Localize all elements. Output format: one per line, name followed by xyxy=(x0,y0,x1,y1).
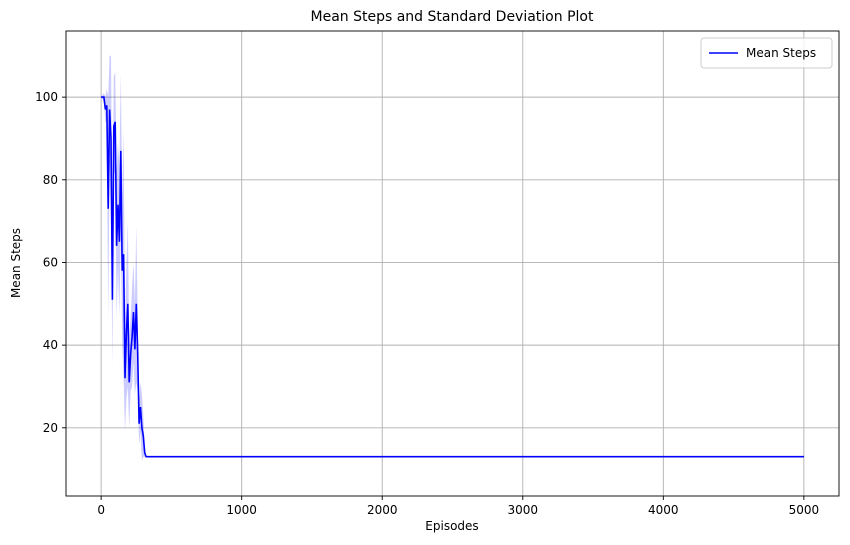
grid xyxy=(66,31,839,496)
y-axis-label: Mean Steps xyxy=(9,228,23,298)
chart-title: Mean Steps and Standard Deviation Plot xyxy=(311,9,594,25)
x-tick-label: 1000 xyxy=(226,503,257,517)
x-tick-label: 0 xyxy=(97,503,105,517)
y-tick-label: 40 xyxy=(43,338,58,352)
x-axis-label: Episodes xyxy=(425,519,478,533)
x-tick-label: 5000 xyxy=(789,503,820,517)
y-tick-label: 100 xyxy=(35,90,58,104)
y-tick-label: 60 xyxy=(43,255,58,269)
y-tick-label: 80 xyxy=(43,173,58,187)
x-tick-label: 3000 xyxy=(507,503,538,517)
legend-box xyxy=(700,37,833,69)
std-band xyxy=(101,55,804,461)
y-tick-label: 20 xyxy=(43,421,58,435)
plot-frame xyxy=(65,30,840,497)
x-axis-ticks: 0 1000 2000 3000 4000 5000 xyxy=(97,496,819,517)
x-tick-label: 2000 xyxy=(367,503,398,517)
x-tick-label: 4000 xyxy=(648,503,679,517)
y-axis-ticks: 20 40 60 80 100 xyxy=(35,90,66,435)
series-line-mean-steps xyxy=(101,96,804,458)
legend-label-mean-steps: Mean Steps xyxy=(746,46,816,60)
legend: Mean Steps xyxy=(700,37,833,69)
